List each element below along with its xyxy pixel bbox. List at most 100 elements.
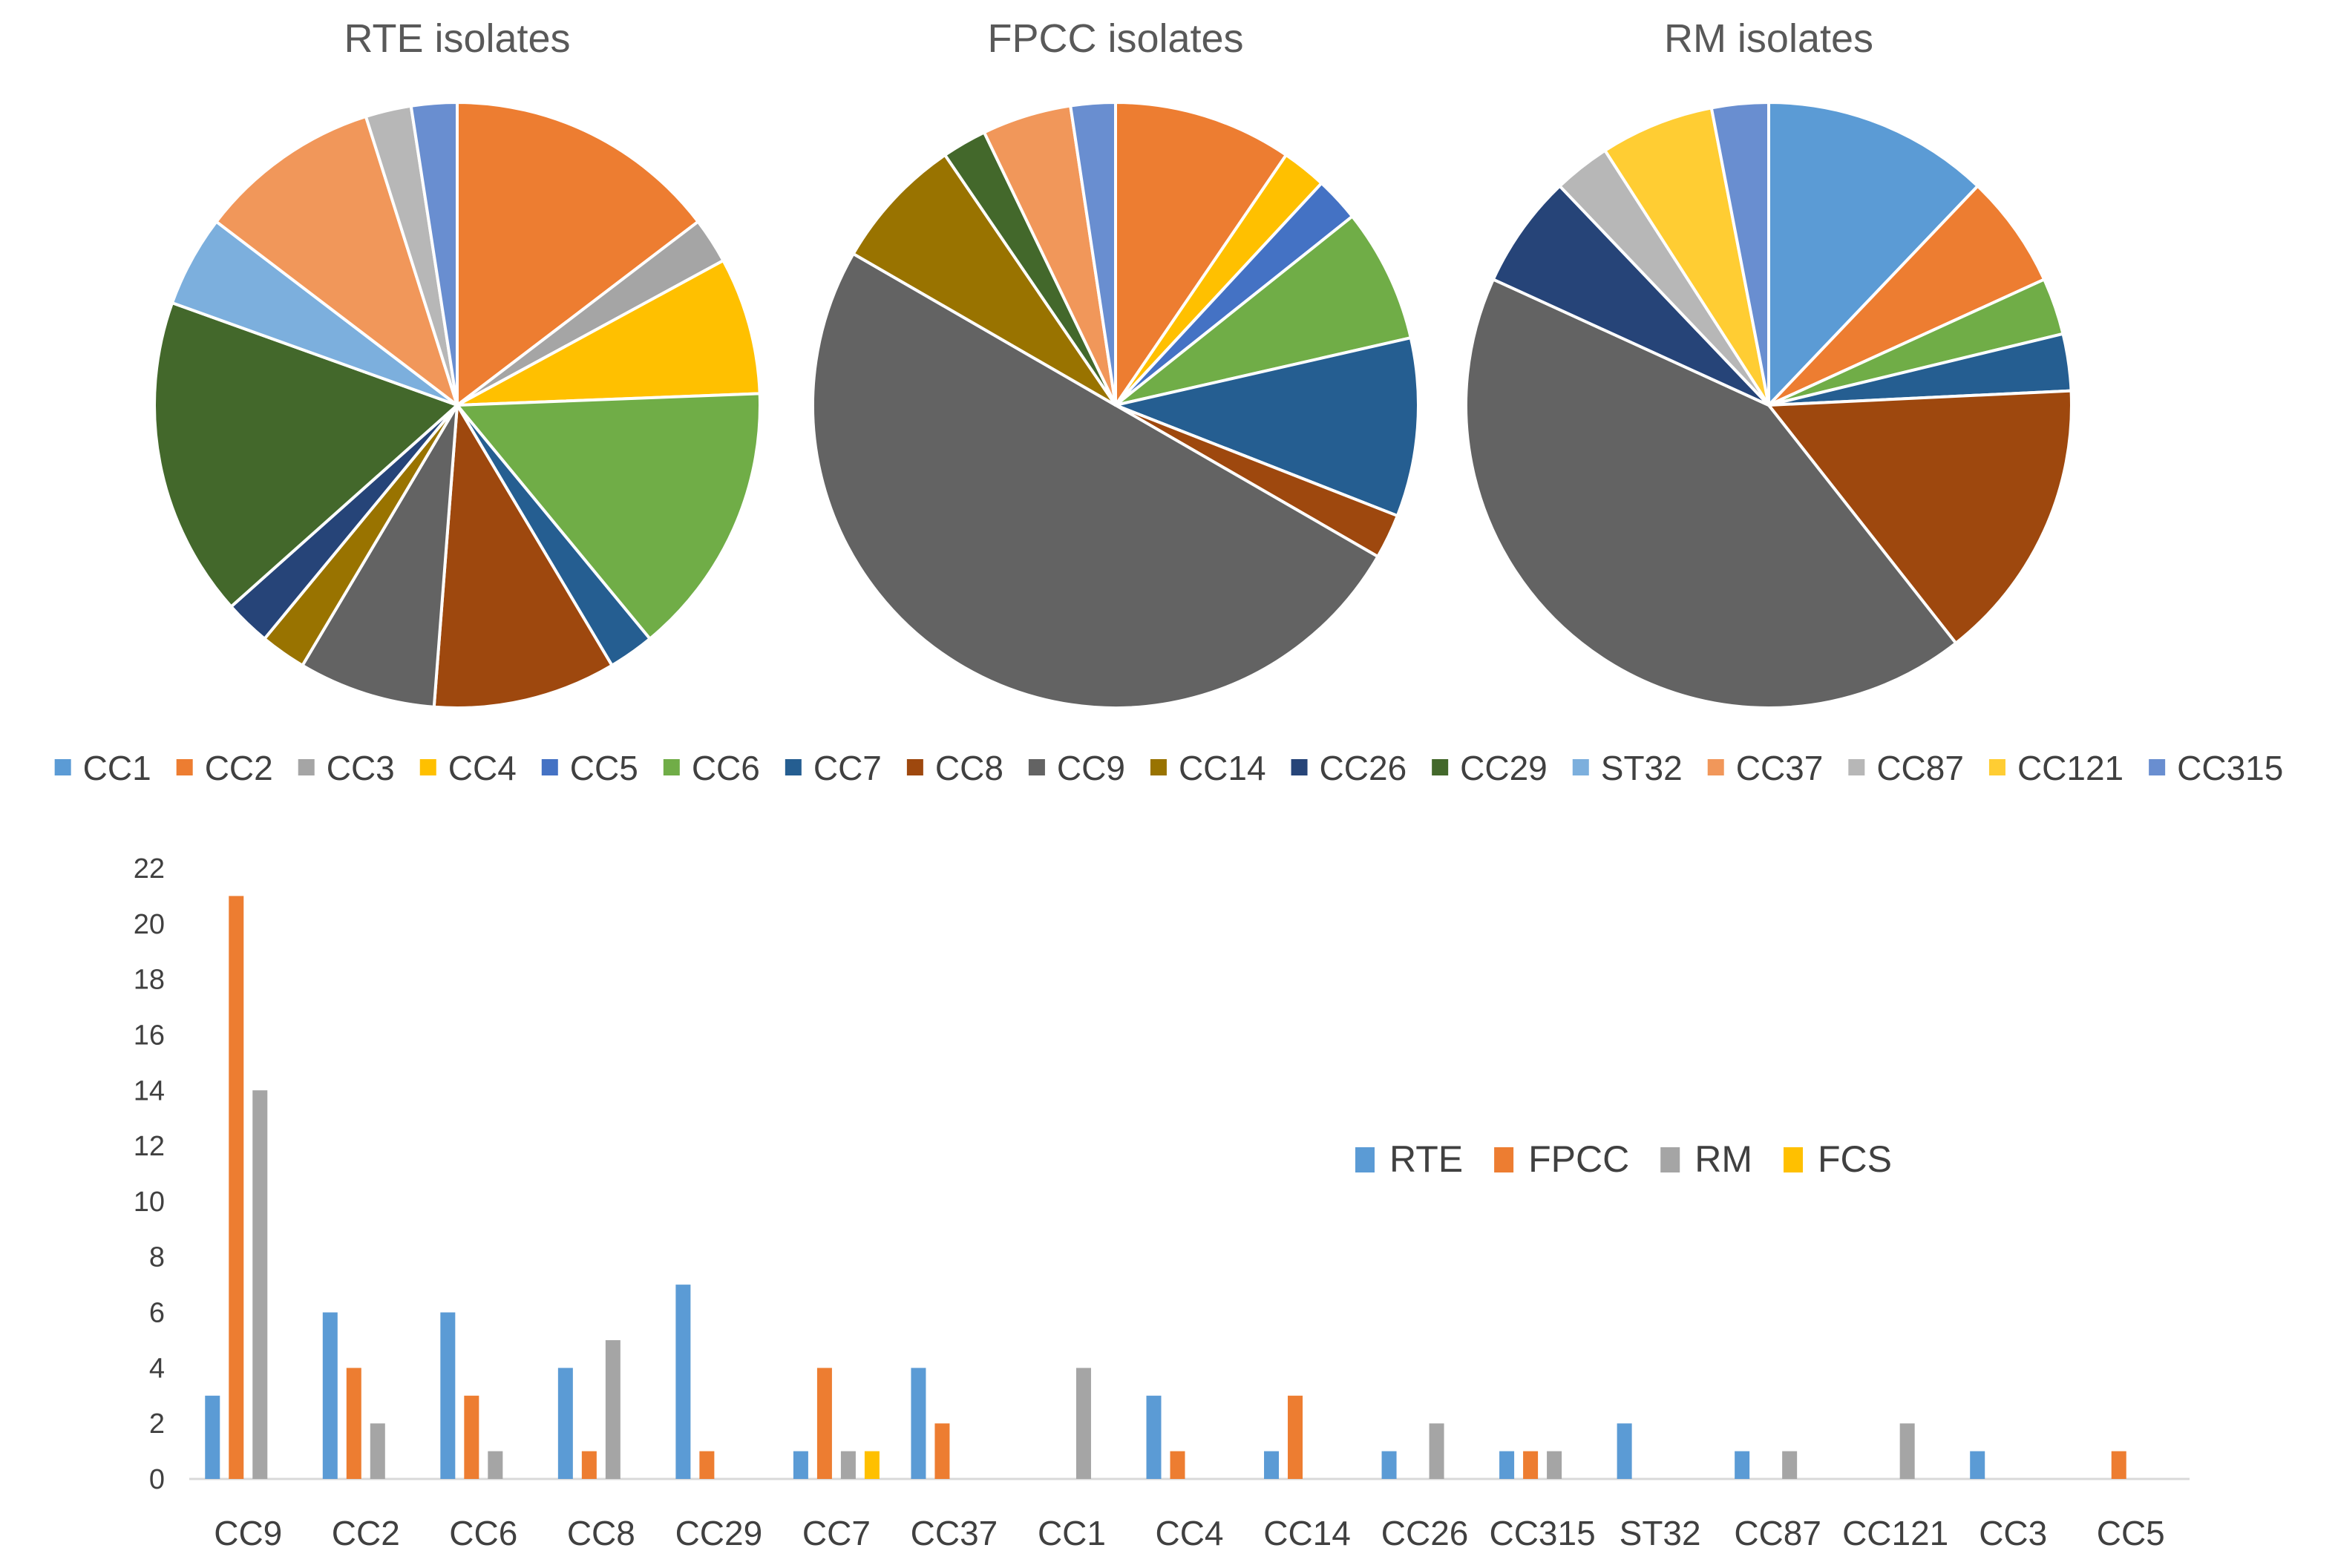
legend-item-cc315: CC315 (2149, 749, 2283, 787)
bar-cc7-fpcc (816, 1368, 832, 1479)
bar-cc315-fpcc (1523, 1451, 1539, 1479)
x-tick-label: CC7 (802, 1514, 871, 1552)
bar-cc8-fpcc (581, 1451, 597, 1479)
legend-swatch (54, 759, 71, 775)
legend-item-cc29: CC29 (1432, 749, 1548, 787)
y-tick-label: 0 (149, 1464, 165, 1495)
legend-item-cc3: CC3 (298, 749, 395, 787)
legend-swatch (1150, 759, 1167, 775)
pie-charts: RTE isolates FPCC isolates RM isolates (153, 16, 2073, 709)
pie-slice-cc315 (1069, 101, 1117, 407)
y-tick-label: 12 (134, 1131, 165, 1162)
bar-cc26-rte (1381, 1451, 1397, 1479)
bar-cc87-rte (1735, 1451, 1750, 1479)
pie-slice-cc8 (432, 404, 614, 709)
bar-cc2-rm (370, 1423, 385, 1479)
bar-cc8-rm (605, 1339, 620, 1479)
bar-cc315-rm (1547, 1451, 1562, 1479)
bar-legend-label: RTE (1389, 1138, 1463, 1180)
bar-legend-item-fpcc: FPCC (1494, 1138, 1629, 1180)
x-tick-label: CC4 (1155, 1514, 1223, 1552)
bar-cc37-fpcc (934, 1423, 950, 1479)
bar-legend-item-fcs: FCS (1783, 1138, 1892, 1180)
pie-slice-cc2 (1114, 101, 1288, 407)
bar-cc3-rte (1970, 1451, 1985, 1479)
y-tick-label: 10 (134, 1187, 165, 1218)
x-tick-label: CC1 (1038, 1514, 1106, 1552)
legend-swatch (2149, 759, 2166, 775)
legend-swatch (1707, 759, 1724, 775)
bar-cc8-rte (557, 1368, 573, 1479)
legend-item-cc4: CC4 (419, 749, 517, 787)
bar-cc121-rm (1899, 1423, 1915, 1479)
pie-chart-rm-isolates: RM isolates (1464, 16, 2073, 709)
legend-swatch (1848, 759, 1865, 775)
legend-label: ST32 (1601, 749, 1683, 787)
y-tick-label: 18 (134, 965, 165, 996)
pie-legend: CC1 CC2 CC3 CC4 CC5 CC6 CC7 CC8 CC9 CC14 CC26 CC29 S… (54, 749, 2283, 787)
bar-cc4-rte (1146, 1395, 1162, 1479)
pie-slice-cc9 (301, 404, 459, 709)
x-tick-label: CC29 (675, 1514, 763, 1552)
legend-swatch (1432, 759, 1449, 775)
legend-label: CC5 (570, 749, 638, 787)
legend-label: CC9 (1057, 749, 1125, 787)
legend-item-cc7: CC7 (785, 749, 882, 787)
bar-cc29-rte (675, 1285, 691, 1479)
x-tick-label: CC6 (449, 1514, 517, 1552)
legend-item-cc37: CC37 (1707, 749, 1823, 787)
legend-swatch (785, 759, 802, 775)
bar-cc29-fpcc (699, 1451, 715, 1479)
bar-legend-swatch (1660, 1147, 1680, 1172)
bar-cc14-rte (1264, 1451, 1280, 1479)
pie-chart-fpcc-isolates: FPCC isolates (811, 16, 1420, 709)
bar-cc9-fpcc (229, 896, 244, 1479)
bar-cc315-rte (1499, 1451, 1515, 1479)
bar-legend-item-rm: RM (1660, 1138, 1752, 1180)
pie-title: FPCC isolates (987, 16, 1243, 61)
bar-cc6-rm (488, 1451, 503, 1479)
pie-title: RTE isolates (344, 16, 570, 61)
y-tick-label: 20 (134, 909, 165, 940)
x-tick-label: CC121 (1842, 1514, 1948, 1552)
legend-item-cc26: CC26 (1291, 749, 1407, 787)
legend-label: CC87 (1876, 749, 1964, 787)
legend-label: CC2 (205, 749, 273, 787)
bar-cc4-fpcc (1170, 1451, 1185, 1479)
pie-chart-rte-isolates: RTE isolates (153, 16, 762, 709)
pie-slice-cc121 (1603, 106, 1770, 407)
bar-cc6-fpcc (464, 1395, 479, 1479)
y-tick-label: 6 (149, 1298, 165, 1329)
legend-swatch (419, 759, 436, 775)
pie-slice-cc8 (1767, 389, 2073, 645)
legend-swatch (298, 759, 315, 775)
pie-slice-cc2 (1767, 184, 2046, 407)
pie-slice-cc315 (409, 101, 459, 407)
legend-label: CC8 (935, 749, 1003, 787)
legend-swatch (541, 759, 558, 775)
legend-item-cc9: CC9 (1028, 749, 1125, 787)
x-tick-label: CC14 (1263, 1514, 1351, 1552)
legend-label: CC7 (813, 749, 882, 787)
bar-cc6-rte (440, 1312, 456, 1479)
bar-cc7-fcs (864, 1451, 880, 1479)
bar-cc14-fpcc (1288, 1395, 1303, 1479)
legend-swatch (906, 759, 923, 775)
legend-label: CC29 (1460, 749, 1548, 787)
bar-cc7-rm (840, 1451, 856, 1479)
legend-swatch (1028, 759, 1045, 775)
y-tick-label: 2 (149, 1408, 165, 1440)
pie-slice-cc6 (456, 392, 762, 640)
bar-cc9-rte (205, 1395, 220, 1479)
legend-label: CC315 (2177, 749, 2283, 787)
bar-cc2-rte (322, 1312, 338, 1479)
bar-legend-swatch (1783, 1147, 1803, 1172)
bar-cc5-fpcc (2111, 1451, 2126, 1479)
y-tick-label: 22 (134, 853, 165, 885)
bar-chart: 0 2 4 6 8 10 12 14 16 18 20 22 CC9 CC2 CC6 CC8 CC29 CC7 CC… (134, 853, 2190, 1552)
pie-slice-cc37 (215, 115, 459, 407)
bar-cc26-rm (1429, 1423, 1444, 1479)
legend-item-cc1: CC1 (54, 749, 151, 787)
legend-swatch (663, 759, 680, 775)
legend-label: CC4 (448, 749, 517, 787)
